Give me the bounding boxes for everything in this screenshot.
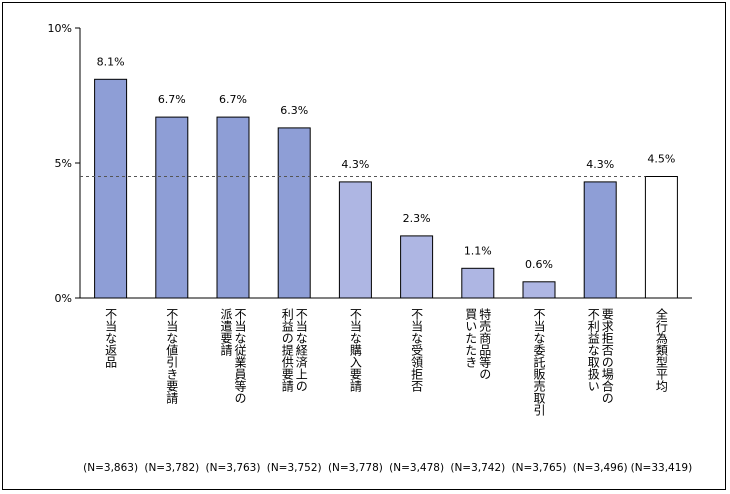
bar [644,176,678,299]
category-label: 派遣要請 [219,308,233,357]
category-label: 利益の提供要請 [280,308,294,393]
category-label: 不当な委託販売取引 [532,308,546,416]
bar [277,127,311,299]
bar [155,116,189,299]
bar [522,281,556,299]
category-label: 要求拒否の場合の [600,308,614,404]
bar [400,235,434,299]
category-label: 全行為類型平均 [654,307,668,393]
data-label: 0.6% [525,258,553,271]
category-label: 不当な受領拒否 [410,308,424,392]
sample-size-label: (N=3,496) [573,462,628,474]
sample-size-label: (N=3,763) [206,462,261,474]
bar [94,78,128,299]
y-tick-label: 5% [55,157,72,170]
category-label: 不当な購入要請 [348,308,362,393]
sample-size-label: (N=3,778) [328,462,383,474]
y-tick-label: 10% [48,22,72,35]
sample-size-label: (N=3,782) [144,462,199,474]
bar [461,267,495,299]
data-label: 6.7% [219,93,247,106]
y-tick-label: 0% [55,292,72,305]
bar [338,181,372,299]
category-label: 不当な値引き要請 [165,308,179,405]
bar [583,181,617,299]
data-label: 2.3% [403,212,431,225]
category-label: 特売商品等の [478,307,492,380]
data-label: 4.5% [647,153,675,166]
data-label: 6.7% [158,93,186,106]
sample-size-label: (N=3,863) [83,462,138,474]
chart-frame [2,2,726,490]
category-label: 不当な経済上の [294,308,308,392]
data-label: 6.3% [280,104,308,117]
category-label: 不利益な取扱い [586,308,600,392]
bar [216,116,250,299]
sample-size-label: (N=3,742) [450,462,505,474]
category-label: 不当な返品 [104,308,118,368]
sample-size-label: (N=33,419) [631,462,693,474]
data-label: 4.3% [341,158,369,171]
data-label: 4.3% [586,158,614,171]
category-label: 買いたたき [464,308,478,368]
category-label: 不当な従業員等の [233,308,247,404]
data-label: 8.1% [97,55,125,68]
data-label: 1.1% [464,244,492,257]
sample-size-label: (N=3,478) [389,462,444,474]
sample-size-label: (N=3,765) [512,462,567,474]
sample-size-label: (N=3,752) [267,462,322,474]
